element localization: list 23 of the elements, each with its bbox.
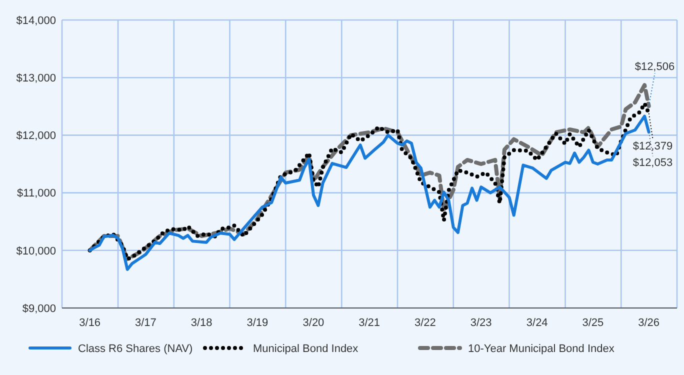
x-tick-label: 3/21: [358, 317, 380, 329]
x-tick-label: 3/16: [79, 317, 101, 329]
annotation: $12,053: [632, 157, 673, 170]
x-tick-label: 3/24: [526, 317, 548, 329]
x-tick-label: 3/20: [302, 317, 324, 329]
x-tick-label: 3/25: [582, 317, 604, 329]
annotation: $12,379: [632, 140, 673, 152]
y-tick-label: $9,000: [22, 302, 56, 315]
annotation: $12,506: [634, 61, 675, 74]
x-tick-label: 3/23: [470, 317, 492, 329]
y-tick-label: $12,000: [16, 130, 56, 142]
y-tick-label: $14,000: [16, 14, 56, 27]
x-tick-label: 3/19: [246, 317, 268, 329]
x-tick-label: 3/26: [638, 317, 660, 329]
legend-label: 10-Year Municipal Bond Index: [468, 342, 615, 355]
y-tick-label: $10,000: [16, 245, 56, 258]
y-tick-label: $13,000: [16, 72, 56, 84]
legend-label: Class R6 Shares (NAV): [78, 342, 193, 355]
legend-label: Municipal Bond Index: [253, 342, 359, 355]
y-tick-label: $11,000: [17, 188, 56, 200]
x-tick-label: 3/18: [190, 317, 212, 329]
x-tick-label: 3/22: [414, 317, 436, 329]
x-tick-label: 3/17: [135, 317, 156, 329]
